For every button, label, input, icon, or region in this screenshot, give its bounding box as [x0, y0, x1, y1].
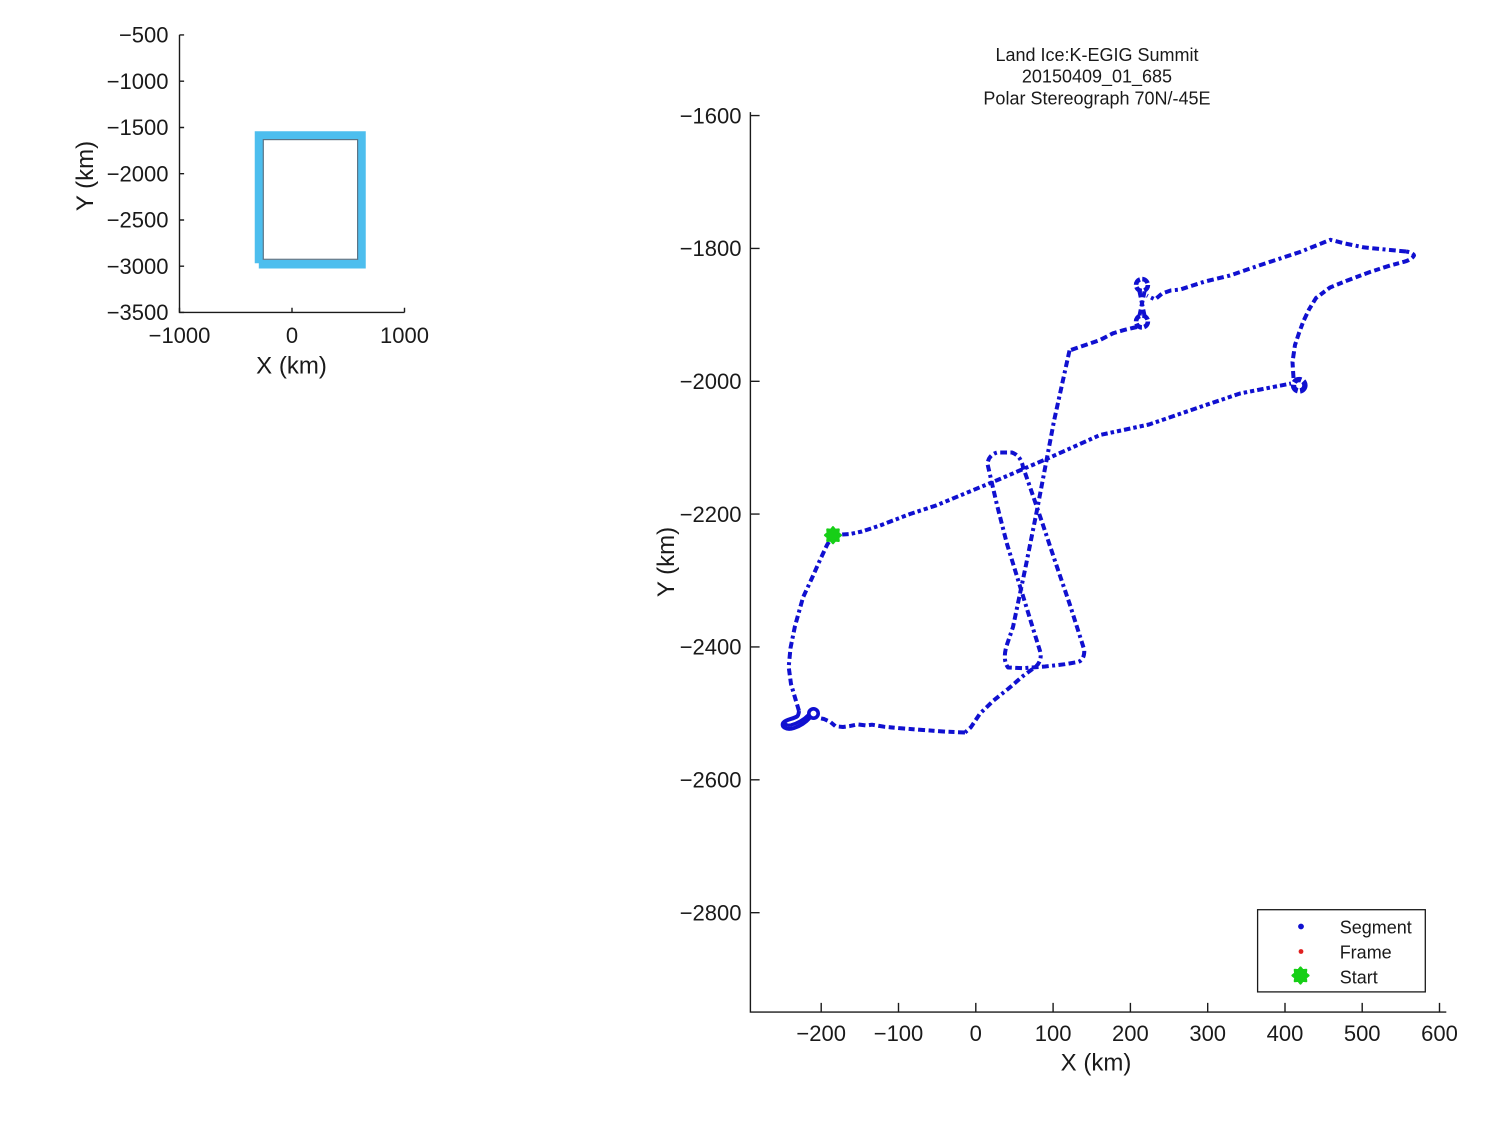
svg-text:−1800: −1800 [680, 236, 742, 261]
svg-text:−3500: −3500 [107, 300, 169, 325]
svg-text:Segment: Segment [1340, 918, 1412, 938]
svg-text:Frame: Frame [1340, 943, 1392, 963]
svg-text:Start: Start [1340, 968, 1378, 988]
svg-text:−500: −500 [119, 23, 169, 48]
svg-text:−2000: −2000 [680, 369, 742, 394]
svg-text:X (km): X (km) [256, 353, 327, 380]
svg-text:20150409_01_685: 20150409_01_685 [1022, 67, 1172, 88]
svg-text:Y (km): Y (km) [653, 527, 680, 597]
svg-text:300: 300 [1189, 1021, 1226, 1046]
svg-text:−1500: −1500 [107, 115, 169, 140]
svg-text:Land Ice:K-EGIG Summit: Land Ice:K-EGIG Summit [995, 45, 1198, 65]
svg-text:−2600: −2600 [680, 768, 742, 793]
svg-text:−2400: −2400 [680, 635, 742, 660]
svg-text:400: 400 [1267, 1021, 1304, 1046]
svg-text:Polar Stereograph 70N/-45E: Polar Stereograph 70N/-45E [983, 88, 1210, 108]
svg-text:200: 200 [1112, 1021, 1149, 1046]
svg-text:−1600: −1600 [680, 103, 742, 128]
svg-text:0: 0 [970, 1021, 982, 1046]
svg-text:−1000: −1000 [149, 323, 211, 348]
svg-text:0: 0 [286, 323, 298, 348]
svg-text:600: 600 [1421, 1021, 1458, 1046]
svg-text:X (km): X (km) [1061, 1050, 1132, 1077]
svg-text:500: 500 [1344, 1021, 1381, 1046]
svg-text:−3000: −3000 [107, 254, 169, 279]
svg-text:1000: 1000 [380, 323, 429, 348]
svg-text:Y (km): Y (km) [72, 141, 99, 211]
svg-text:−2000: −2000 [107, 161, 169, 186]
svg-text:−100: −100 [874, 1021, 924, 1046]
svg-text:−2500: −2500 [107, 208, 169, 233]
svg-text:100: 100 [1035, 1021, 1072, 1046]
svg-text:−2200: −2200 [680, 502, 742, 527]
svg-text:−1000: −1000 [107, 69, 169, 94]
svg-text:−200: −200 [796, 1021, 846, 1046]
svg-text:−2800: −2800 [680, 900, 742, 925]
